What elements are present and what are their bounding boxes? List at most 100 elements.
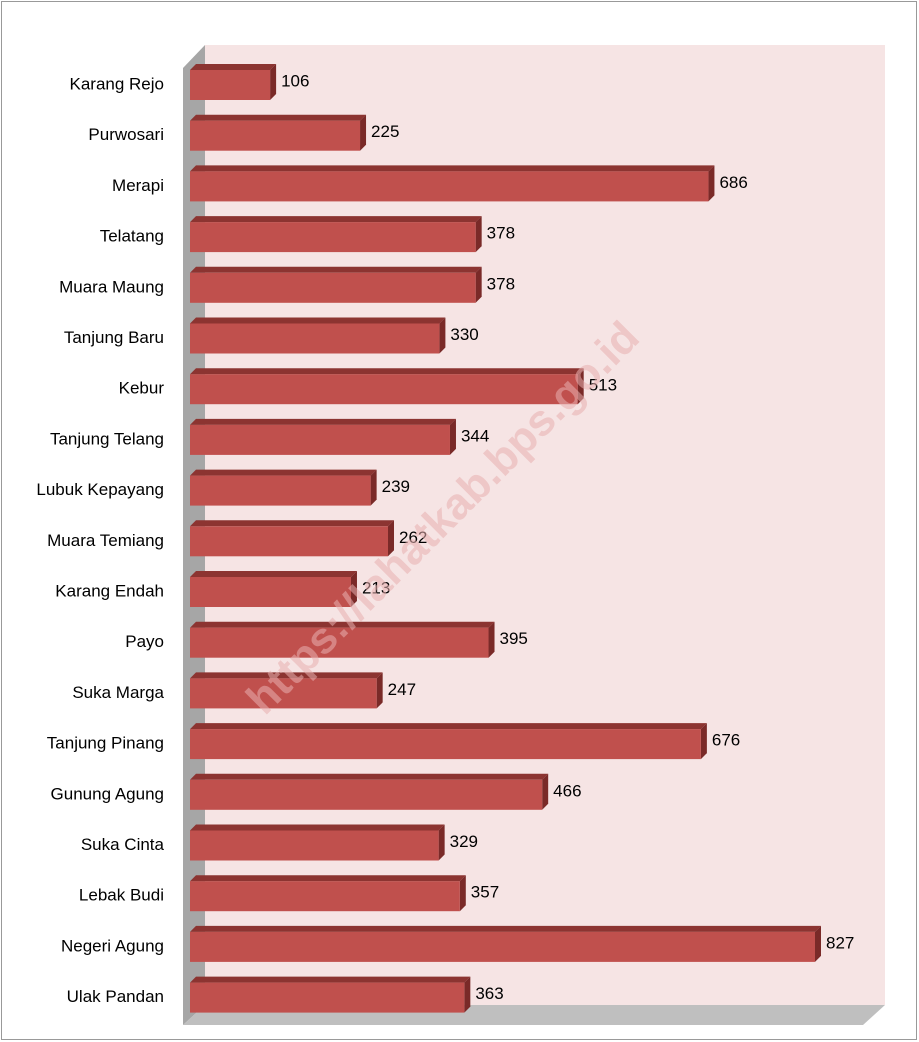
bar-front <box>190 424 450 455</box>
data-label: 329 <box>450 832 478 851</box>
bar-top <box>190 571 357 577</box>
data-label: 466 <box>553 781 581 800</box>
bar-front <box>190 323 440 354</box>
bar-front <box>190 931 815 962</box>
bar-front <box>190 475 371 506</box>
bar-top <box>190 317 446 324</box>
data-label: 344 <box>461 426 489 445</box>
bar-side <box>438 824 445 861</box>
bar-side <box>350 571 357 607</box>
data-label: 262 <box>399 528 427 547</box>
data-label: 213 <box>362 578 390 597</box>
bar-top <box>190 672 383 679</box>
y-tick-label: Merapi <box>112 176 164 195</box>
y-tick-label: Ulak Pandan <box>67 987 164 1006</box>
bar-top <box>190 875 466 882</box>
data-label: 513 <box>589 376 617 395</box>
bar <box>190 469 377 506</box>
bar-side <box>360 114 367 151</box>
bar <box>190 114 367 151</box>
y-tick-label: Tanjung Telang <box>50 429 164 448</box>
y-tick-label: Suka Cinta <box>81 835 165 854</box>
bar-front <box>190 678 377 709</box>
bar <box>190 723 707 760</box>
bar <box>190 216 482 253</box>
bar <box>190 773 549 810</box>
bar-side <box>542 773 549 810</box>
bar-side <box>815 925 821 962</box>
bar-front <box>190 70 271 100</box>
bar-top <box>190 469 377 476</box>
bar <box>190 925 821 962</box>
data-label: 106 <box>281 71 309 90</box>
bar-front <box>190 881 460 912</box>
bar-front <box>190 120 361 151</box>
bar-top <box>190 114 367 121</box>
y-tick-label: Karang Rejo <box>69 74 164 93</box>
bar-side <box>700 723 707 760</box>
data-label: 378 <box>487 224 515 243</box>
data-label: 395 <box>500 629 528 648</box>
bar-side <box>449 418 456 455</box>
bar-top <box>190 64 277 70</box>
bars: Karang Rejo 106 Purwosari 225 Merapi 686 Telat… <box>36 64 854 1013</box>
bar-top <box>190 621 495 628</box>
bar-front <box>190 374 578 405</box>
y-tick-label: Suka Marga <box>72 683 164 702</box>
bar-side <box>370 469 377 506</box>
bar-side <box>708 165 715 202</box>
bar-side <box>376 672 383 709</box>
bar-top <box>190 976 471 983</box>
bar-side <box>488 621 495 658</box>
data-label: 357 <box>471 883 499 902</box>
y-tick-label: Telatang <box>100 227 164 246</box>
bar-front <box>190 171 709 202</box>
bar-top <box>190 723 707 730</box>
bar-top <box>190 773 549 780</box>
bar-top <box>190 925 821 932</box>
bar-front <box>190 830 439 861</box>
bar-side <box>464 976 471 1013</box>
y-tick-label: Tanjung Pinang <box>47 734 164 753</box>
bar-top <box>190 824 445 831</box>
data-label: 363 <box>475 984 503 1003</box>
bar <box>190 266 482 303</box>
bar-side <box>475 266 482 303</box>
bar <box>190 368 584 405</box>
bar-side <box>270 64 277 100</box>
bar-side <box>459 875 466 912</box>
y-tick-label: Negeri Agung <box>61 936 164 955</box>
bar-front <box>190 627 489 658</box>
data-label: 225 <box>371 122 399 141</box>
data-label: 247 <box>388 680 416 699</box>
bar-side <box>388 520 395 557</box>
data-label: 686 <box>719 173 747 192</box>
data-label: 330 <box>450 325 478 344</box>
bar-top <box>190 368 584 375</box>
data-label: 378 <box>487 274 515 293</box>
y-tick-label: Gunung Agung <box>51 784 164 803</box>
y-tick-label: Karang Endah <box>55 581 164 600</box>
y-tick-label: Payo <box>125 632 164 651</box>
bar <box>190 520 395 557</box>
bar-front <box>190 779 543 810</box>
bar <box>190 875 466 912</box>
y-tick-label: Lebak Budi <box>79 886 164 905</box>
bar <box>190 621 495 658</box>
bar-front <box>190 222 476 253</box>
bar <box>190 976 471 1013</box>
bar-top <box>190 520 395 527</box>
data-label: 676 <box>712 731 740 750</box>
bar <box>190 672 383 709</box>
y-tick-label: Lubuk Kepayang <box>36 480 164 499</box>
bar-front <box>190 577 351 607</box>
bar-front <box>190 526 389 557</box>
bar <box>190 317 446 354</box>
bar-top <box>190 216 482 223</box>
bar <box>190 824 445 861</box>
bar-top <box>190 418 456 425</box>
y-tick-label: Purwosari <box>88 125 164 144</box>
bar-top <box>190 165 715 172</box>
y-tick-label: Kebur <box>119 379 165 398</box>
